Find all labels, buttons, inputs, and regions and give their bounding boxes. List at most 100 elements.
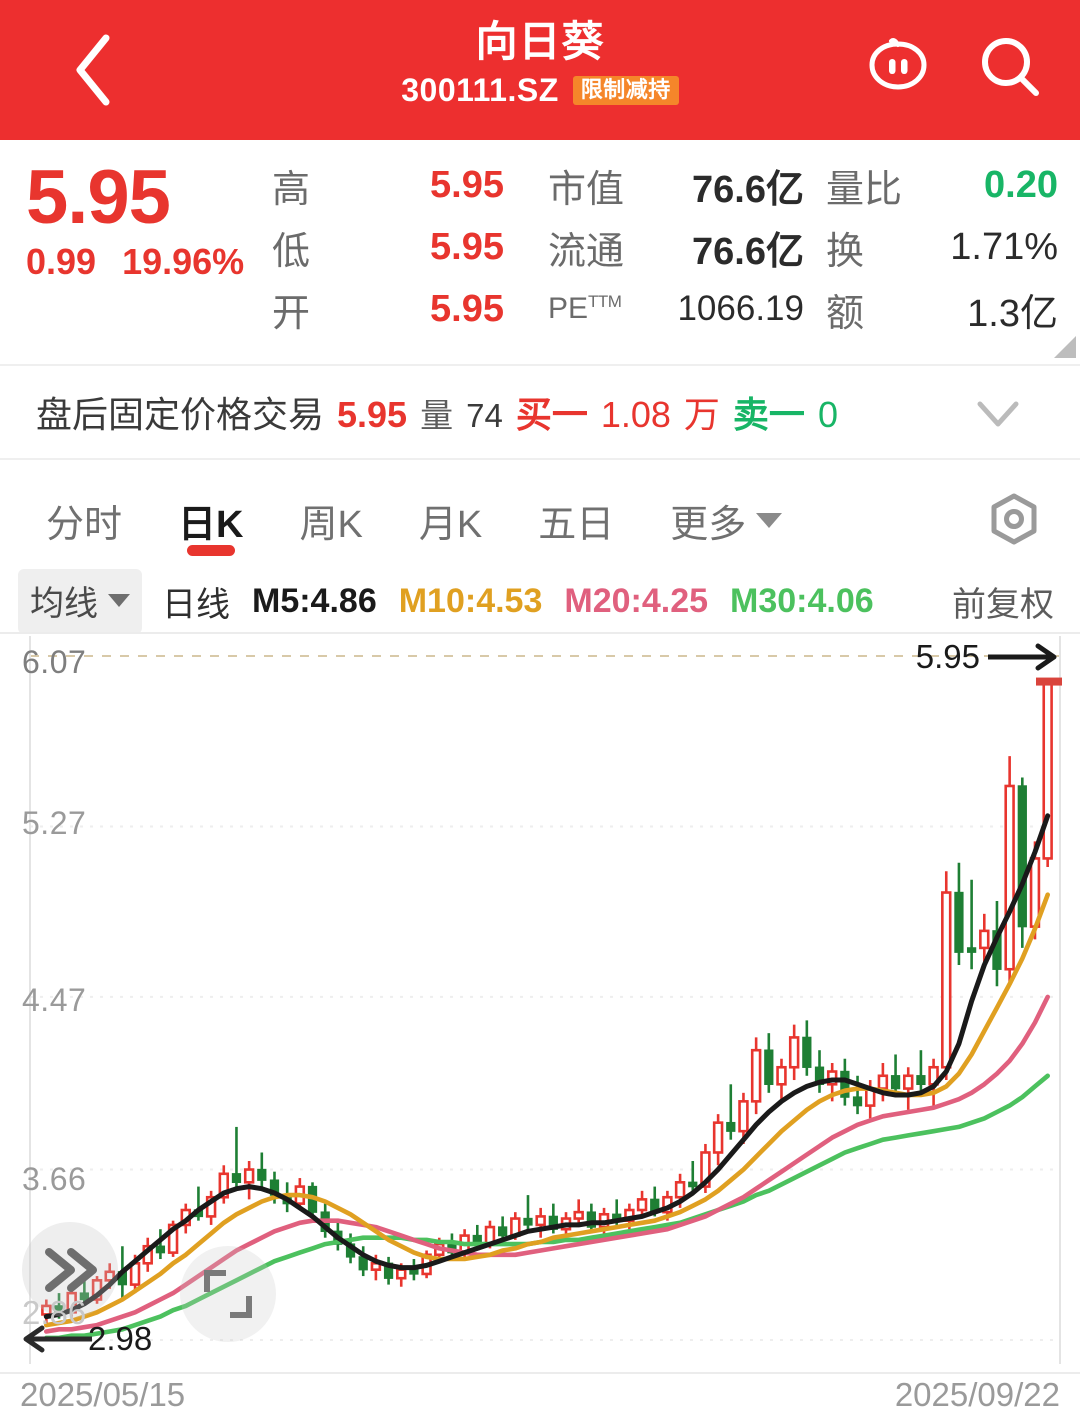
app-header: 向日葵 300111.SZ 限制减持 (0, 0, 1080, 140)
ma-value-m20: M20:4.25 (564, 581, 709, 620)
last-price: 5.95 (26, 155, 171, 240)
tab-monthly-k[interactable]: 月K (403, 470, 498, 570)
tab-more[interactable]: 更多 (654, 470, 798, 570)
change-absolute: 0.99 (26, 241, 97, 282)
price-change-block: 0.99 19.96% (26, 242, 244, 282)
label-turnover: 换 (826, 230, 865, 273)
after-hours-price: 5.95 (337, 394, 408, 435)
value-volume-ratio: 0.20 (984, 163, 1058, 206)
quote-row-low: 低 5.95 (272, 216, 512, 278)
after-hours-ask-label: 卖一 (732, 394, 805, 435)
last-price-marker: 5.95 (915, 638, 980, 675)
after-hours-volume-value: 74 (466, 397, 503, 434)
label-volume-ratio: 量比 (826, 168, 903, 211)
back-button[interactable] (52, 28, 136, 112)
quote-row-market-cap: 市值 76.6亿 (548, 154, 804, 216)
after-hours-volume-label: 量 (420, 397, 454, 434)
tab-label: 分时 (46, 503, 123, 546)
quote-row-open: 开 5.95 (272, 278, 512, 340)
ma-value-m5: M5:4.86 (252, 581, 377, 620)
tab-intraday[interactable]: 分时 (30, 470, 138, 570)
ratios-column: 量比 0.20 换 1.71% 额 1.3亿 (826, 154, 1058, 340)
arrow-left-icon (18, 1324, 94, 1354)
arrow-right-icon (986, 642, 1062, 672)
tab-daily-k[interactable]: 日K (162, 470, 259, 570)
label-float-cap: 流通 (548, 230, 625, 273)
tab-label: 月K (418, 503, 483, 546)
chevron-down-icon[interactable] (974, 394, 1022, 439)
header-title-block: 向日葵 300111.SZ 限制减持 (0, 16, 1080, 109)
date-axis: 2025/05/15 2025/09/22 (0, 1372, 1080, 1422)
value-low: 5.95 (430, 225, 504, 268)
ma-value-m10: M10:4.53 (398, 581, 543, 620)
stock-code: 300111.SZ (401, 72, 559, 108)
quote-row-float-cap: 流通 76.6亿 (548, 216, 804, 278)
tab-label: 周K (299, 503, 363, 546)
change-percent: 19.96% (122, 241, 245, 282)
date-end: 2025/09/22 (894, 1376, 1060, 1413)
label-amount: 额 (826, 292, 865, 335)
after-hours-bid-unit: 万 (683, 394, 720, 435)
chevron-down-icon (108, 593, 130, 607)
ma-selector-label: 均线 (30, 584, 98, 623)
after-hours-bid-label: 买一 (515, 394, 588, 435)
label-open: 开 (272, 292, 311, 335)
tab-weekly-k[interactable]: 周K (283, 470, 378, 570)
after-hours-bid-value: 1.08 (600, 394, 671, 435)
quote-row-amount: 额 1.3亿 (826, 278, 1058, 340)
header-actions (856, 26, 1052, 110)
y-tick-5: 2.86 (22, 1294, 87, 1331)
ma-value-m30: M30:4.06 (730, 581, 874, 620)
y-tick-3: 4.47 (22, 982, 87, 1018)
y-tick-2: 5.27 (22, 805, 87, 841)
label-high: 高 (272, 168, 311, 211)
date-start: 2025/05/15 (20, 1376, 186, 1413)
label-low: 低 (272, 230, 311, 273)
search-icon[interactable] (968, 26, 1052, 110)
value-market-cap: 76.6亿 (692, 168, 804, 211)
ma-legend-row: 均线 日线 M5:4.86 M10:4.53 M20:4.25 M30:4.06… (0, 568, 1080, 634)
stock-code-row: 300111.SZ 限制减持 (0, 72, 1080, 109)
after-hours-title: 盘后固定价格交易 (36, 394, 325, 435)
label-pe: PETTM (548, 292, 622, 325)
candlestick-chart[interactable]: 6.07 5.27 4.47 3.66 2.86 5.95 2.98 (0, 632, 1080, 1372)
high-low-open-column: 高 5.95 低 5.95 开 5.95 (272, 154, 512, 340)
low-price-marker: 2.98 (88, 1320, 153, 1357)
value-turnover: 1.71% (950, 225, 1058, 268)
value-amount: 1.3亿 (967, 292, 1058, 335)
value-open: 5.95 (430, 287, 504, 330)
ma-period-label: 日线 (162, 585, 230, 624)
label-market-cap: 市值 (548, 168, 625, 211)
tab-label: 更多 (670, 503, 747, 546)
stock-name: 向日葵 (475, 18, 605, 65)
settings-hex-icon[interactable] (982, 488, 1046, 552)
chart-tabs: 分时 日K 周K 月K 五日 更多 (0, 470, 1080, 570)
value-high: 5.95 (430, 163, 504, 206)
fullscreen-icon[interactable] (180, 1246, 276, 1342)
quote-row-pe: PETTM 1066.19 (548, 278, 804, 340)
resize-handle-icon[interactable] (1054, 336, 1076, 358)
quote-row-high: 高 5.95 (272, 154, 512, 216)
y-tick-4: 3.66 (22, 1161, 87, 1197)
quote-row-turnover: 换 1.71% (826, 216, 1058, 278)
after-hours-content: 盘后固定价格交易 5.95 量 74 买一 1.08 万 卖一 0 (0, 386, 838, 438)
chart-tabbar: 分时 日K 周K 月K 五日 更多 (0, 470, 1080, 570)
price-block: 5.95 0.99 19.96% (26, 160, 244, 282)
quote-panel[interactable]: 5.95 0.99 19.96% 高 5.95 低 5.95 开 5.95 市值 (0, 140, 1080, 364)
quote-row-volume-ratio: 量比 0.20 (826, 154, 1058, 216)
chevron-down-icon (756, 512, 783, 528)
ma-selector-button[interactable]: 均线 (18, 568, 142, 634)
robot-icon[interactable] (856, 26, 940, 110)
tab-five-day[interactable]: 五日 (522, 470, 630, 570)
tab-label: 五日 (538, 503, 615, 546)
after-hours-ask-value: 0 (817, 394, 838, 435)
status-badge: 限制减持 (572, 76, 679, 105)
value-float-cap: 76.6亿 (692, 230, 804, 273)
adjust-mode-button[interactable]: 前复权 (952, 585, 1054, 624)
value-pe: 1066.19 (677, 289, 804, 328)
after-hours-row[interactable]: 盘后固定价格交易 5.95 量 74 买一 1.08 万 卖一 0 (0, 364, 1080, 460)
market-cap-column: 市值 76.6亿 流通 76.6亿 PETTM 1066.19 (548, 154, 804, 340)
double-chevron-right-icon[interactable] (22, 1222, 118, 1318)
tab-label: 日K (178, 503, 244, 546)
